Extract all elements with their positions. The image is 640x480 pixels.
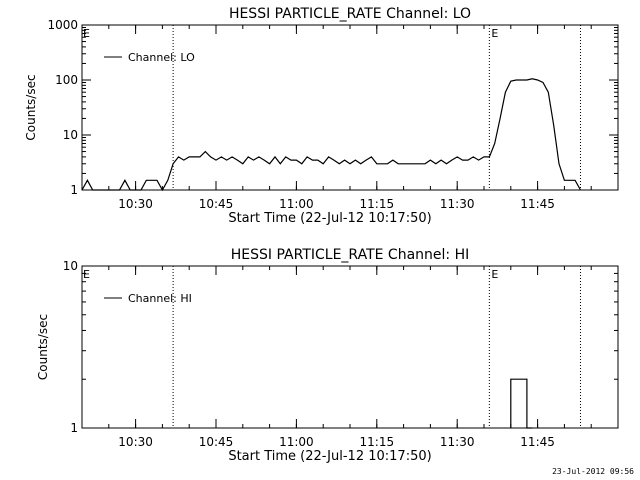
x-tick-label: 10:45: [199, 197, 234, 211]
legend-label-lo: Channel: LO: [128, 51, 195, 64]
chart-title-lo: HESSI PARTICLE_RATE Channel: LO: [229, 6, 471, 22]
chart-title-hi: HESSI PARTICLE_RATE Channel: HI: [231, 247, 469, 263]
x-axis-label-lo: Start Time (22-Jul-12 10:17:50): [228, 211, 431, 226]
legend-label-hi: Channel: HI: [128, 292, 192, 305]
y-axis-label-lo: Counts/sec: [24, 74, 38, 140]
x-tick-label: 11:15: [360, 435, 395, 449]
y-tick-label: 1: [70, 421, 78, 435]
panel-lo: HESSI PARTICLE_RATE Channel: LO 10:30 10:4…: [24, 6, 619, 226]
x-axis-label-hi: Start Time (22-Jul-12 10:17:50): [228, 449, 431, 464]
time-marker-label: E: [491, 27, 498, 40]
y-tick-label: 10: [63, 259, 78, 273]
plot-frame-hi: [81, 265, 619, 429]
x-tick-label: 11:30: [440, 435, 475, 449]
x-tick-label: 11:00: [279, 435, 314, 449]
x-tick-label: 11:00: [279, 197, 314, 211]
y-tick-label: 100: [55, 73, 78, 87]
x-tick-label: 10:45: [199, 435, 234, 449]
start-marker-label: E: [83, 27, 90, 40]
start-marker-label: E: [83, 268, 90, 281]
y-axis-label-hi: Counts/sec: [36, 314, 50, 380]
x-tick-label: 11:30: [440, 197, 475, 211]
x-tick-label: 10:30: [118, 197, 153, 211]
x-tick-label: 10:30: [118, 435, 153, 449]
x-tick-label: 11:45: [520, 435, 555, 449]
series-line-lo: [81, 78, 582, 192]
y-tick-label: 1: [70, 183, 78, 197]
x-tick-label: 11:15: [360, 197, 395, 211]
y-tick-label: 1000: [47, 18, 78, 32]
time-marker-label: E: [491, 268, 498, 281]
x-tick-label: 11:45: [520, 197, 555, 211]
y-tick-label: 10: [63, 128, 78, 142]
plot-frame-lo: [81, 24, 619, 191]
series-line-hi: [510, 378, 533, 429]
footer-timestamp: 23-Jul-2012 09:56: [552, 467, 634, 476]
panel-hi: HESSI PARTICLE_RATE Channel: HI 10:30 10:4…: [36, 247, 619, 464]
